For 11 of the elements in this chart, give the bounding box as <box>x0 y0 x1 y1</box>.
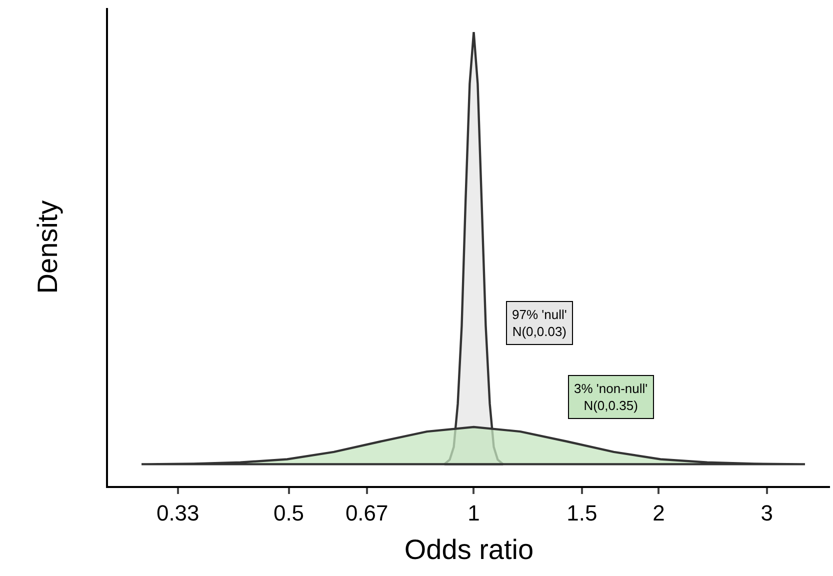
x-tick-label: 1.5 <box>566 500 598 526</box>
annotation: 97% 'null' N(0,0.03) <box>512 307 567 339</box>
x-tick-label: 1 <box>468 500 480 526</box>
annotation: 3% 'non-null' N(0,0.35) <box>574 381 648 413</box>
x-tick-label: 0.5 <box>273 500 304 526</box>
x-tick-label: 3 <box>760 500 774 526</box>
x-axis-title: Odds ratio <box>404 534 534 565</box>
x-tick-label: 0.33 <box>156 500 200 526</box>
x-tick-label: 0.67 <box>345 500 388 526</box>
y-axis-title: Density <box>32 200 64 294</box>
x-tick-label: 2 <box>652 500 665 526</box>
